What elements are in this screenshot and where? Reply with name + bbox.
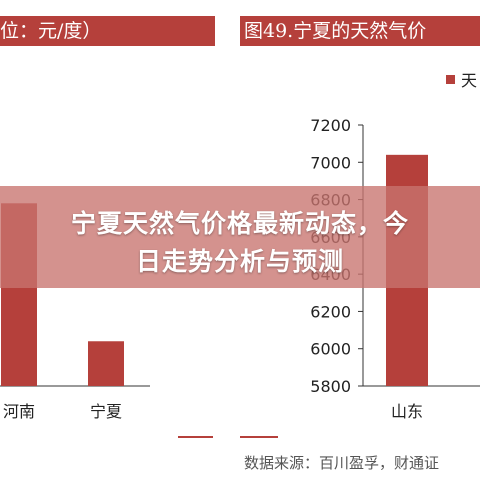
x-tick-label-宁夏: 宁夏	[90, 402, 122, 421]
right-chart-title: 图49.宁夏的天然气价	[240, 16, 480, 46]
x-tick-label-山东: 山东	[391, 402, 423, 421]
y-tick-label-7000: 7000	[310, 153, 351, 172]
bar-宁夏	[88, 341, 124, 386]
y-tick-label-7200: 7200	[310, 116, 351, 135]
y-tick-label-5800: 5800	[310, 377, 351, 396]
legend-label: 天	[461, 71, 477, 90]
y-tick-label-6000: 6000	[310, 340, 351, 359]
left-chart-panel: 位：元/度） 河南 宁夏	[0, 0, 215, 480]
headline-banner: 宁夏天然气价格最新动态，今 日走势分析与预测	[0, 186, 480, 288]
left-chart-title: 位：元/度）	[0, 16, 215, 46]
headline-line-1: 宁夏天然气价格最新动态，今	[70, 209, 409, 238]
legend-swatch	[446, 75, 455, 84]
y-tick-label-6200: 6200	[310, 302, 351, 321]
left-chart-plot: 河南 宁夏	[0, 203, 213, 438]
x-tick-label-河南: 河南	[3, 402, 35, 421]
source-note: 数据来源：百川盈孚，财通证	[244, 454, 439, 472]
headline-line-2: 日走势分析与预测	[135, 247, 344, 276]
